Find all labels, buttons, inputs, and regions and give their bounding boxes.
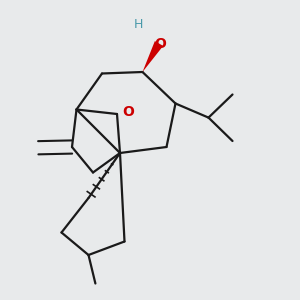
Text: O: O [122,106,134,119]
Text: O: O [154,37,166,50]
Polygon shape [142,41,163,72]
Text: H: H [134,17,143,31]
